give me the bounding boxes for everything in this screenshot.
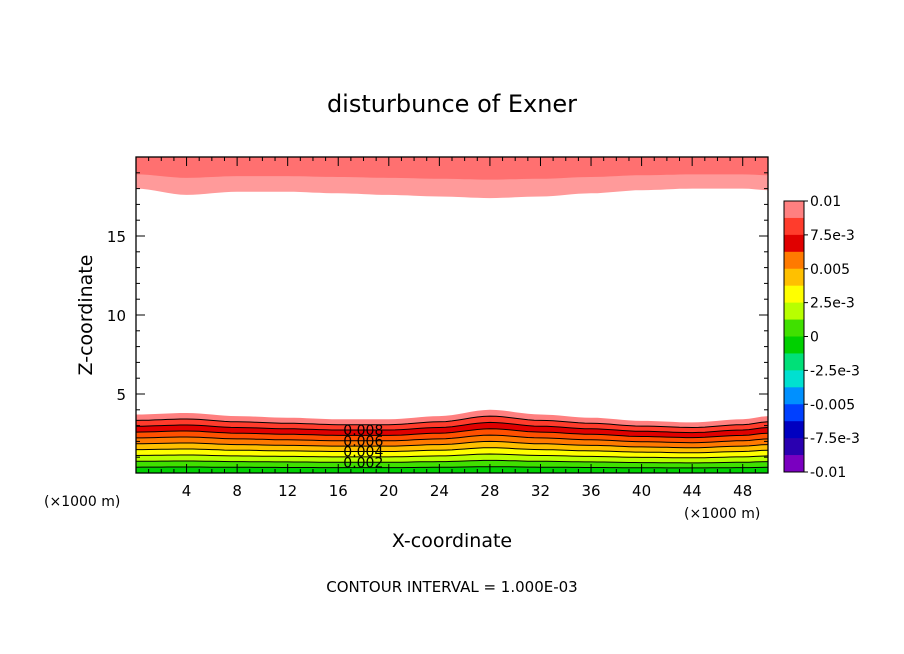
contour-line-1 (135, 415, 769, 429)
colorbar-swatch-11 (784, 387, 804, 405)
x-tick-label-44: 44 (683, 482, 702, 500)
contour-label-1: 0.006 (343, 434, 383, 450)
y-axis-label: Z-coordinate (75, 255, 97, 376)
x-tick-label-24: 24 (430, 482, 449, 500)
y-tick-label-10: 10 (107, 307, 126, 325)
colorbar-swatch-0 (784, 201, 804, 219)
contour-interval-footer: CONTOUR INTERVAL = 1.000E-03 (326, 578, 577, 596)
plot-area (136, 157, 768, 473)
colorbar-label-5: -2.5e-3 (810, 363, 860, 379)
colorbar-swatch-10 (784, 370, 804, 388)
colorbar-label-3: 2.5e-3 (810, 296, 855, 312)
colorbar-swatch-13 (784, 421, 804, 439)
y-tick-label-5: 5 (116, 386, 126, 404)
x-tick-label-28: 28 (480, 482, 499, 500)
x-tick-label-20: 20 (379, 482, 398, 500)
colorbar-swatch-12 (784, 404, 804, 422)
colorbar-swatch-2 (784, 234, 804, 253)
contour-line-8 (136, 459, 769, 464)
colorbar-swatch-4 (784, 268, 804, 287)
y-tick-label-15: 15 (107, 228, 126, 246)
x-tick-label-4: 4 (182, 482, 192, 500)
colorbar-swatch-14 (784, 438, 804, 456)
colorbar-label-7: -7.5e-3 (810, 431, 860, 447)
x-tick-label-40: 40 (632, 482, 651, 500)
colorbar-label-2: 0.005 (810, 262, 850, 278)
colorbar-label-0: 0.01 (810, 194, 841, 210)
x-unit-right: (×1000 m) (684, 506, 760, 522)
x-tick-label-12: 12 (278, 482, 297, 500)
x-tick-label-8: 8 (232, 482, 242, 500)
contour-line-3 (135, 428, 769, 439)
contour-line-7 (135, 453, 769, 459)
colorbar-swatch-3 (784, 251, 804, 270)
colorbar-label-8: -0.01 (810, 465, 846, 481)
colorbar-swatch-8 (784, 336, 804, 354)
top-layer-band-1 (136, 157, 768, 180)
contour-label-2: 0.004 (343, 445, 383, 461)
contour-line-6 (136, 447, 769, 454)
colorbar-label-6: -0.005 (810, 397, 855, 413)
colorbar-swatch-7 (784, 319, 804, 337)
colorbar-swatch-5 (784, 285, 804, 304)
colorbar-label-1: 7.5e-3 (810, 228, 855, 244)
x-axis-label: X-coordinate (392, 530, 512, 552)
contour-label-0: 0.008 (343, 423, 383, 439)
colorbar-label-4: 0 (810, 330, 819, 346)
x-tick-label-32: 32 (531, 482, 550, 500)
contour-label-3: 0.002 (343, 455, 383, 471)
x-unit-left: (×1000 m) (44, 494, 120, 510)
x-tick-label-48: 48 (733, 482, 752, 500)
colorbar-swatch-15 (784, 455, 804, 473)
colorbar-swatch-1 (784, 217, 804, 236)
contour-line-2 (136, 421, 769, 434)
colorbar: 0.01 7.5e-3 0.005 2.5e-3 0 -2.5e-3 -0.005 -7.5e… (783, 194, 860, 481)
x-tick-label-16: 16 (329, 482, 348, 500)
contour-lines (135, 415, 769, 469)
contour-line-4 (136, 434, 769, 444)
colorbar-swatch-9 (784, 353, 804, 371)
chart-title: disturbunce of Exner (327, 90, 577, 118)
x-tick-label-36: 36 (581, 482, 600, 500)
colorbar-swatch-6 (784, 302, 804, 321)
contour-line-5 (135, 440, 769, 449)
contour-line-9 (135, 466, 769, 469)
